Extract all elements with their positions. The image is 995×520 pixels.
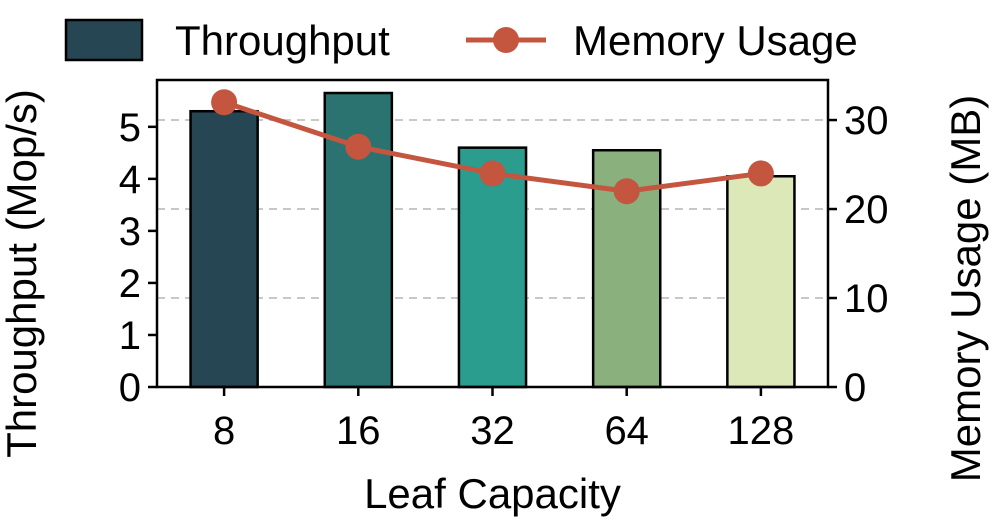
- left-axis: 0 1 2 3 4 5: [119, 106, 157, 410]
- x-axis-title: Leaf Capacity: [364, 470, 621, 517]
- bar-32: [457, 146, 528, 389]
- left-tick-label-3: 3: [119, 210, 141, 254]
- left-tick-label-2: 2: [119, 262, 141, 306]
- memory-point-16: [345, 133, 372, 160]
- right-tick-label-30: 30: [844, 99, 889, 143]
- x-axis: 8 16 32 64 128: [213, 387, 794, 453]
- bar-8: [189, 109, 259, 389]
- left-tick-label-1: 1: [119, 314, 141, 358]
- bar-128: [726, 175, 796, 389]
- right-tick-label-10: 10: [844, 277, 889, 321]
- legend-marker-memory: [493, 27, 519, 53]
- memory-point-64: [613, 178, 640, 205]
- bar-series-throughput: [189, 91, 796, 389]
- left-tick-label-5: 5: [119, 106, 141, 150]
- right-axis: 0 10 20 30: [828, 99, 889, 410]
- y-axis-title-left: Throughput (Mop/s): [0, 89, 45, 458]
- legend-label-memory: Memory Usage: [573, 17, 858, 64]
- x-tick-label-32: 32: [470, 409, 515, 453]
- legend-label-throughput: Throughput: [175, 17, 390, 64]
- x-tick-label-16: 16: [336, 409, 381, 453]
- memory-point-8: [211, 89, 238, 116]
- memory-point-128: [747, 160, 774, 187]
- left-tick-label-4: 4: [119, 158, 141, 202]
- left-tick-label-0: 0: [119, 366, 141, 410]
- legend: Throughput Memory Usage: [64, 17, 858, 64]
- right-tick-label-0: 0: [844, 366, 866, 410]
- x-tick-label-64: 64: [604, 409, 649, 453]
- y-axis-title-right: Memory Usage (MB): [942, 95, 989, 482]
- line-series-memory: [211, 89, 774, 205]
- legend-swatch-throughput: [64, 18, 144, 62]
- x-tick-label-8: 8: [213, 409, 235, 453]
- x-tick-label-128: 128: [728, 409, 795, 453]
- right-tick-label-20: 20: [844, 188, 889, 232]
- memory-point-32: [479, 160, 506, 187]
